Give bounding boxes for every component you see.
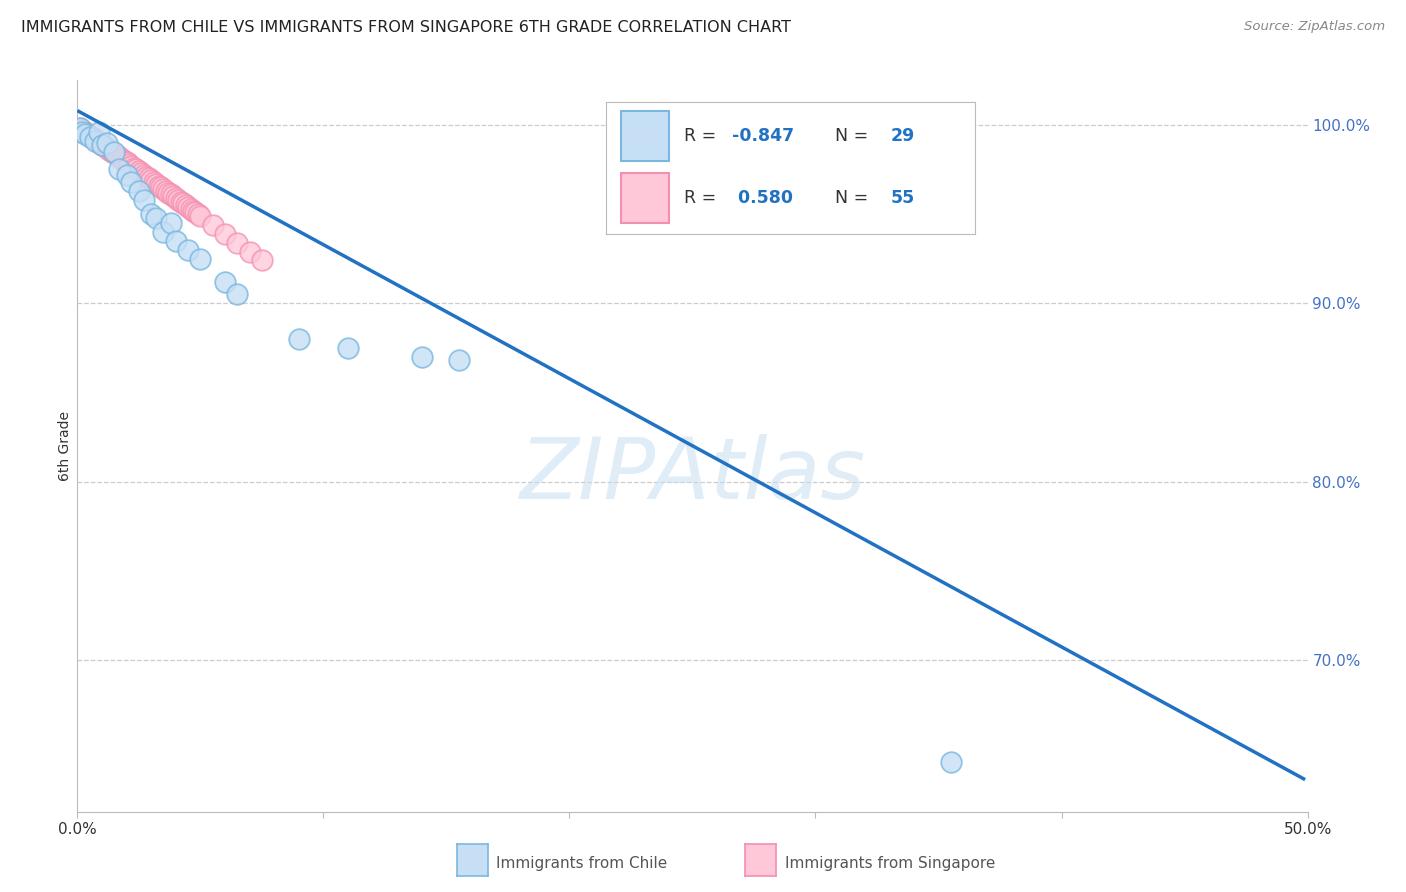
Point	[145, 177, 167, 191]
Point	[141, 207, 163, 221]
Point	[125, 162, 148, 177]
Point	[239, 244, 262, 259]
Point	[115, 168, 138, 182]
Point	[90, 137, 114, 152]
Point	[214, 275, 236, 289]
Point	[108, 150, 131, 164]
Point	[150, 180, 173, 194]
Point	[79, 130, 101, 145]
Point	[411, 350, 433, 364]
Point	[190, 209, 212, 223]
Point	[73, 125, 96, 139]
Y-axis label: 6th Grade: 6th Grade	[58, 411, 72, 481]
Point	[101, 145, 124, 159]
Point	[103, 146, 125, 161]
Point	[180, 202, 202, 216]
Point	[190, 252, 212, 266]
Point	[160, 216, 183, 230]
Point	[128, 184, 150, 198]
Point	[135, 169, 157, 184]
Point	[145, 211, 167, 225]
Point	[132, 193, 155, 207]
Point	[165, 234, 187, 248]
Point	[288, 332, 311, 346]
Point	[226, 235, 249, 250]
Point	[83, 134, 105, 148]
Point	[184, 205, 207, 219]
Point	[89, 136, 111, 150]
Point	[157, 186, 180, 200]
Text: ZIPAtlas: ZIPAtlas	[519, 434, 866, 516]
Point	[165, 191, 187, 205]
Point	[226, 287, 249, 301]
Point	[70, 123, 93, 137]
Point	[105, 148, 128, 162]
Point	[79, 128, 101, 143]
Point	[187, 207, 209, 221]
Point	[121, 175, 143, 189]
Point	[214, 227, 236, 241]
Point	[83, 132, 105, 146]
Point	[89, 125, 111, 139]
Point	[152, 182, 174, 196]
Point	[103, 145, 125, 159]
Point	[148, 178, 170, 193]
Text: IMMIGRANTS FROM CHILE VS IMMIGRANTS FROM SINGAPORE 6TH GRADE CORRELATION CHART: IMMIGRANTS FROM CHILE VS IMMIGRANTS FROM…	[21, 20, 792, 35]
Point	[181, 203, 204, 218]
Point	[132, 168, 155, 182]
Point	[112, 153, 135, 168]
Point	[86, 134, 108, 148]
Text: Immigrants from Singapore: Immigrants from Singapore	[785, 856, 995, 871]
Point	[121, 159, 143, 173]
Point	[167, 193, 190, 207]
Point	[201, 218, 224, 232]
Point	[82, 130, 104, 145]
Point	[160, 187, 183, 202]
Point	[152, 225, 174, 239]
Point	[177, 243, 200, 257]
Point	[250, 253, 273, 268]
Point	[69, 121, 91, 136]
Point	[142, 175, 165, 189]
Point	[122, 161, 145, 175]
Point	[841, 123, 863, 137]
Point	[155, 184, 177, 198]
Point	[170, 194, 193, 209]
Point	[76, 127, 98, 141]
Point	[93, 139, 115, 153]
Point	[174, 198, 197, 212]
Point	[141, 173, 163, 187]
Point	[69, 121, 91, 136]
Point	[73, 127, 96, 141]
Point	[131, 166, 153, 180]
Point	[128, 164, 150, 178]
Point	[939, 755, 962, 769]
Point	[177, 200, 200, 214]
Point	[96, 141, 118, 155]
Point	[70, 125, 93, 139]
Point	[138, 171, 160, 186]
Point	[162, 189, 184, 203]
Point	[90, 137, 114, 152]
Point	[447, 353, 470, 368]
Text: Immigrants from Chile: Immigrants from Chile	[496, 856, 668, 871]
Point	[172, 196, 194, 211]
Point	[108, 162, 131, 177]
Point	[98, 143, 121, 157]
Text: Source: ZipAtlas.com: Source: ZipAtlas.com	[1244, 20, 1385, 33]
Point	[337, 341, 360, 355]
Point	[115, 155, 138, 169]
Point	[96, 136, 118, 150]
Point	[111, 152, 132, 166]
Point	[118, 157, 141, 171]
